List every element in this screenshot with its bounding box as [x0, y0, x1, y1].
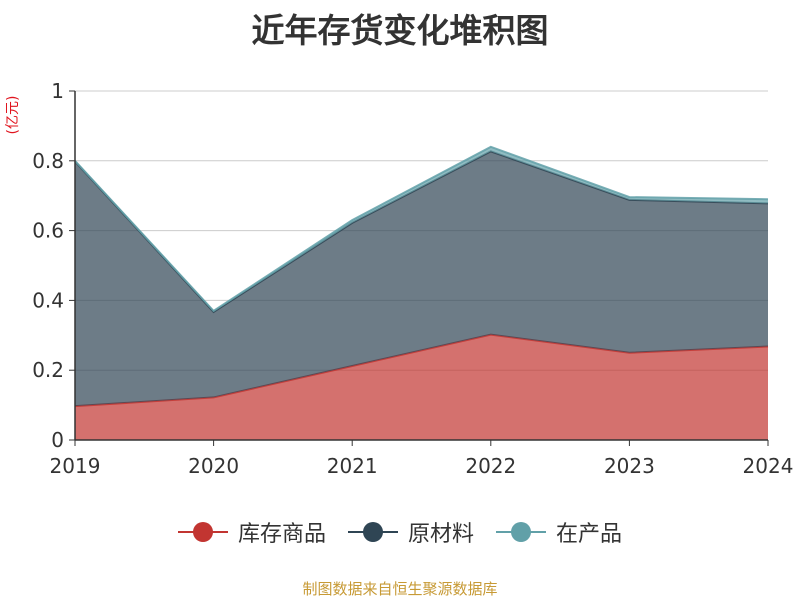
x-tick-label: 2024	[743, 454, 794, 478]
x-tick-label: 2019	[50, 454, 101, 478]
legend-label: 在产品	[556, 522, 623, 547]
area-库存商品	[75, 334, 768, 440]
y-tick-label: 1	[51, 79, 64, 103]
legend-label: 库存商品	[237, 522, 326, 547]
legend-marker-icon	[347, 522, 398, 542]
legend-marker-icon	[177, 522, 228, 542]
y-tick-label: 0.2	[32, 358, 64, 382]
line-在产品	[74, 145, 769, 313]
source-note: 制图数据来自恒生聚源数据库	[302, 580, 498, 598]
area-原材料	[75, 151, 768, 407]
legend-item[interactable]: 库存商品	[177, 516, 326, 548]
legend-item[interactable]: 在产品	[496, 516, 622, 548]
stacked-areas	[74, 145, 769, 440]
chart-title: 近年存货变化堆积图	[251, 11, 549, 50]
legend-marker-icon	[496, 522, 546, 542]
y-tick-label: 0.6	[32, 219, 64, 243]
x-tick-label: 2021	[327, 454, 378, 478]
y-tick-label: 0.4	[32, 288, 64, 312]
y-tick-label: 0.8	[32, 149, 64, 173]
legend-label: 原材料	[407, 522, 474, 547]
x-tick-label: 2023	[604, 454, 655, 478]
x-tick-label: 2022	[465, 454, 516, 478]
x-tick-label: 2020	[188, 454, 239, 478]
legend: 库存商品 原材料 在产品	[0, 516, 800, 548]
y-tick-label: 0	[51, 428, 64, 452]
axes: 0 0.2 0.4 0.6 0.8 1 2019 2020 2021 2022 2023 2024	[32, 79, 793, 478]
legend-item[interactable]: 原材料	[347, 516, 474, 548]
